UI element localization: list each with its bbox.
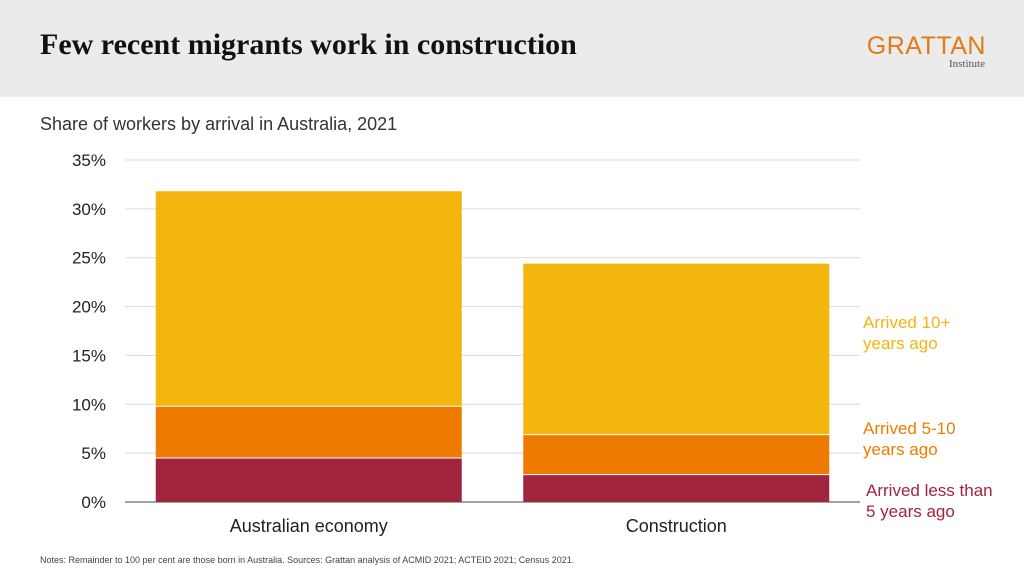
series-label: Arrived 10+ years ago (863, 313, 950, 353)
y-tick-label: 15% (72, 346, 106, 365)
bar-segment (523, 474, 830, 502)
y-tick-label: 20% (72, 298, 106, 317)
logo-wordmark: GRATTAN (866, 32, 986, 60)
header-band: Few recent migrants work in construction… (0, 0, 1024, 97)
y-tick-label: 0% (81, 493, 106, 512)
x-tick-label: Australian economy (230, 516, 388, 536)
bar-segment (155, 191, 462, 407)
bar-segment (523, 434, 830, 475)
bar-segment (155, 458, 462, 502)
footnote: Notes: Remainder to 100 per cent are tho… (40, 555, 575, 565)
y-tick-label: 30% (72, 200, 106, 219)
bar-segment (155, 406, 462, 459)
grattan-logo: GRATTAN Institute (866, 32, 986, 71)
series-label: Arrived 5-10 years ago (863, 419, 956, 459)
bar-segment (523, 263, 830, 435)
y-tick-label: 35% (72, 151, 106, 170)
x-tick-label: Construction (626, 516, 727, 536)
chart-title: Share of workers by arrival in Australia… (40, 114, 398, 134)
y-tick-label: 5% (81, 444, 106, 463)
series-label: Arrived less than 5 years ago (866, 481, 993, 521)
page-title: Few recent migrants work in construction (40, 28, 577, 61)
y-tick-label: 25% (72, 249, 106, 268)
logo-subtext: Institute (948, 58, 985, 70)
y-tick-label: 10% (72, 395, 106, 414)
